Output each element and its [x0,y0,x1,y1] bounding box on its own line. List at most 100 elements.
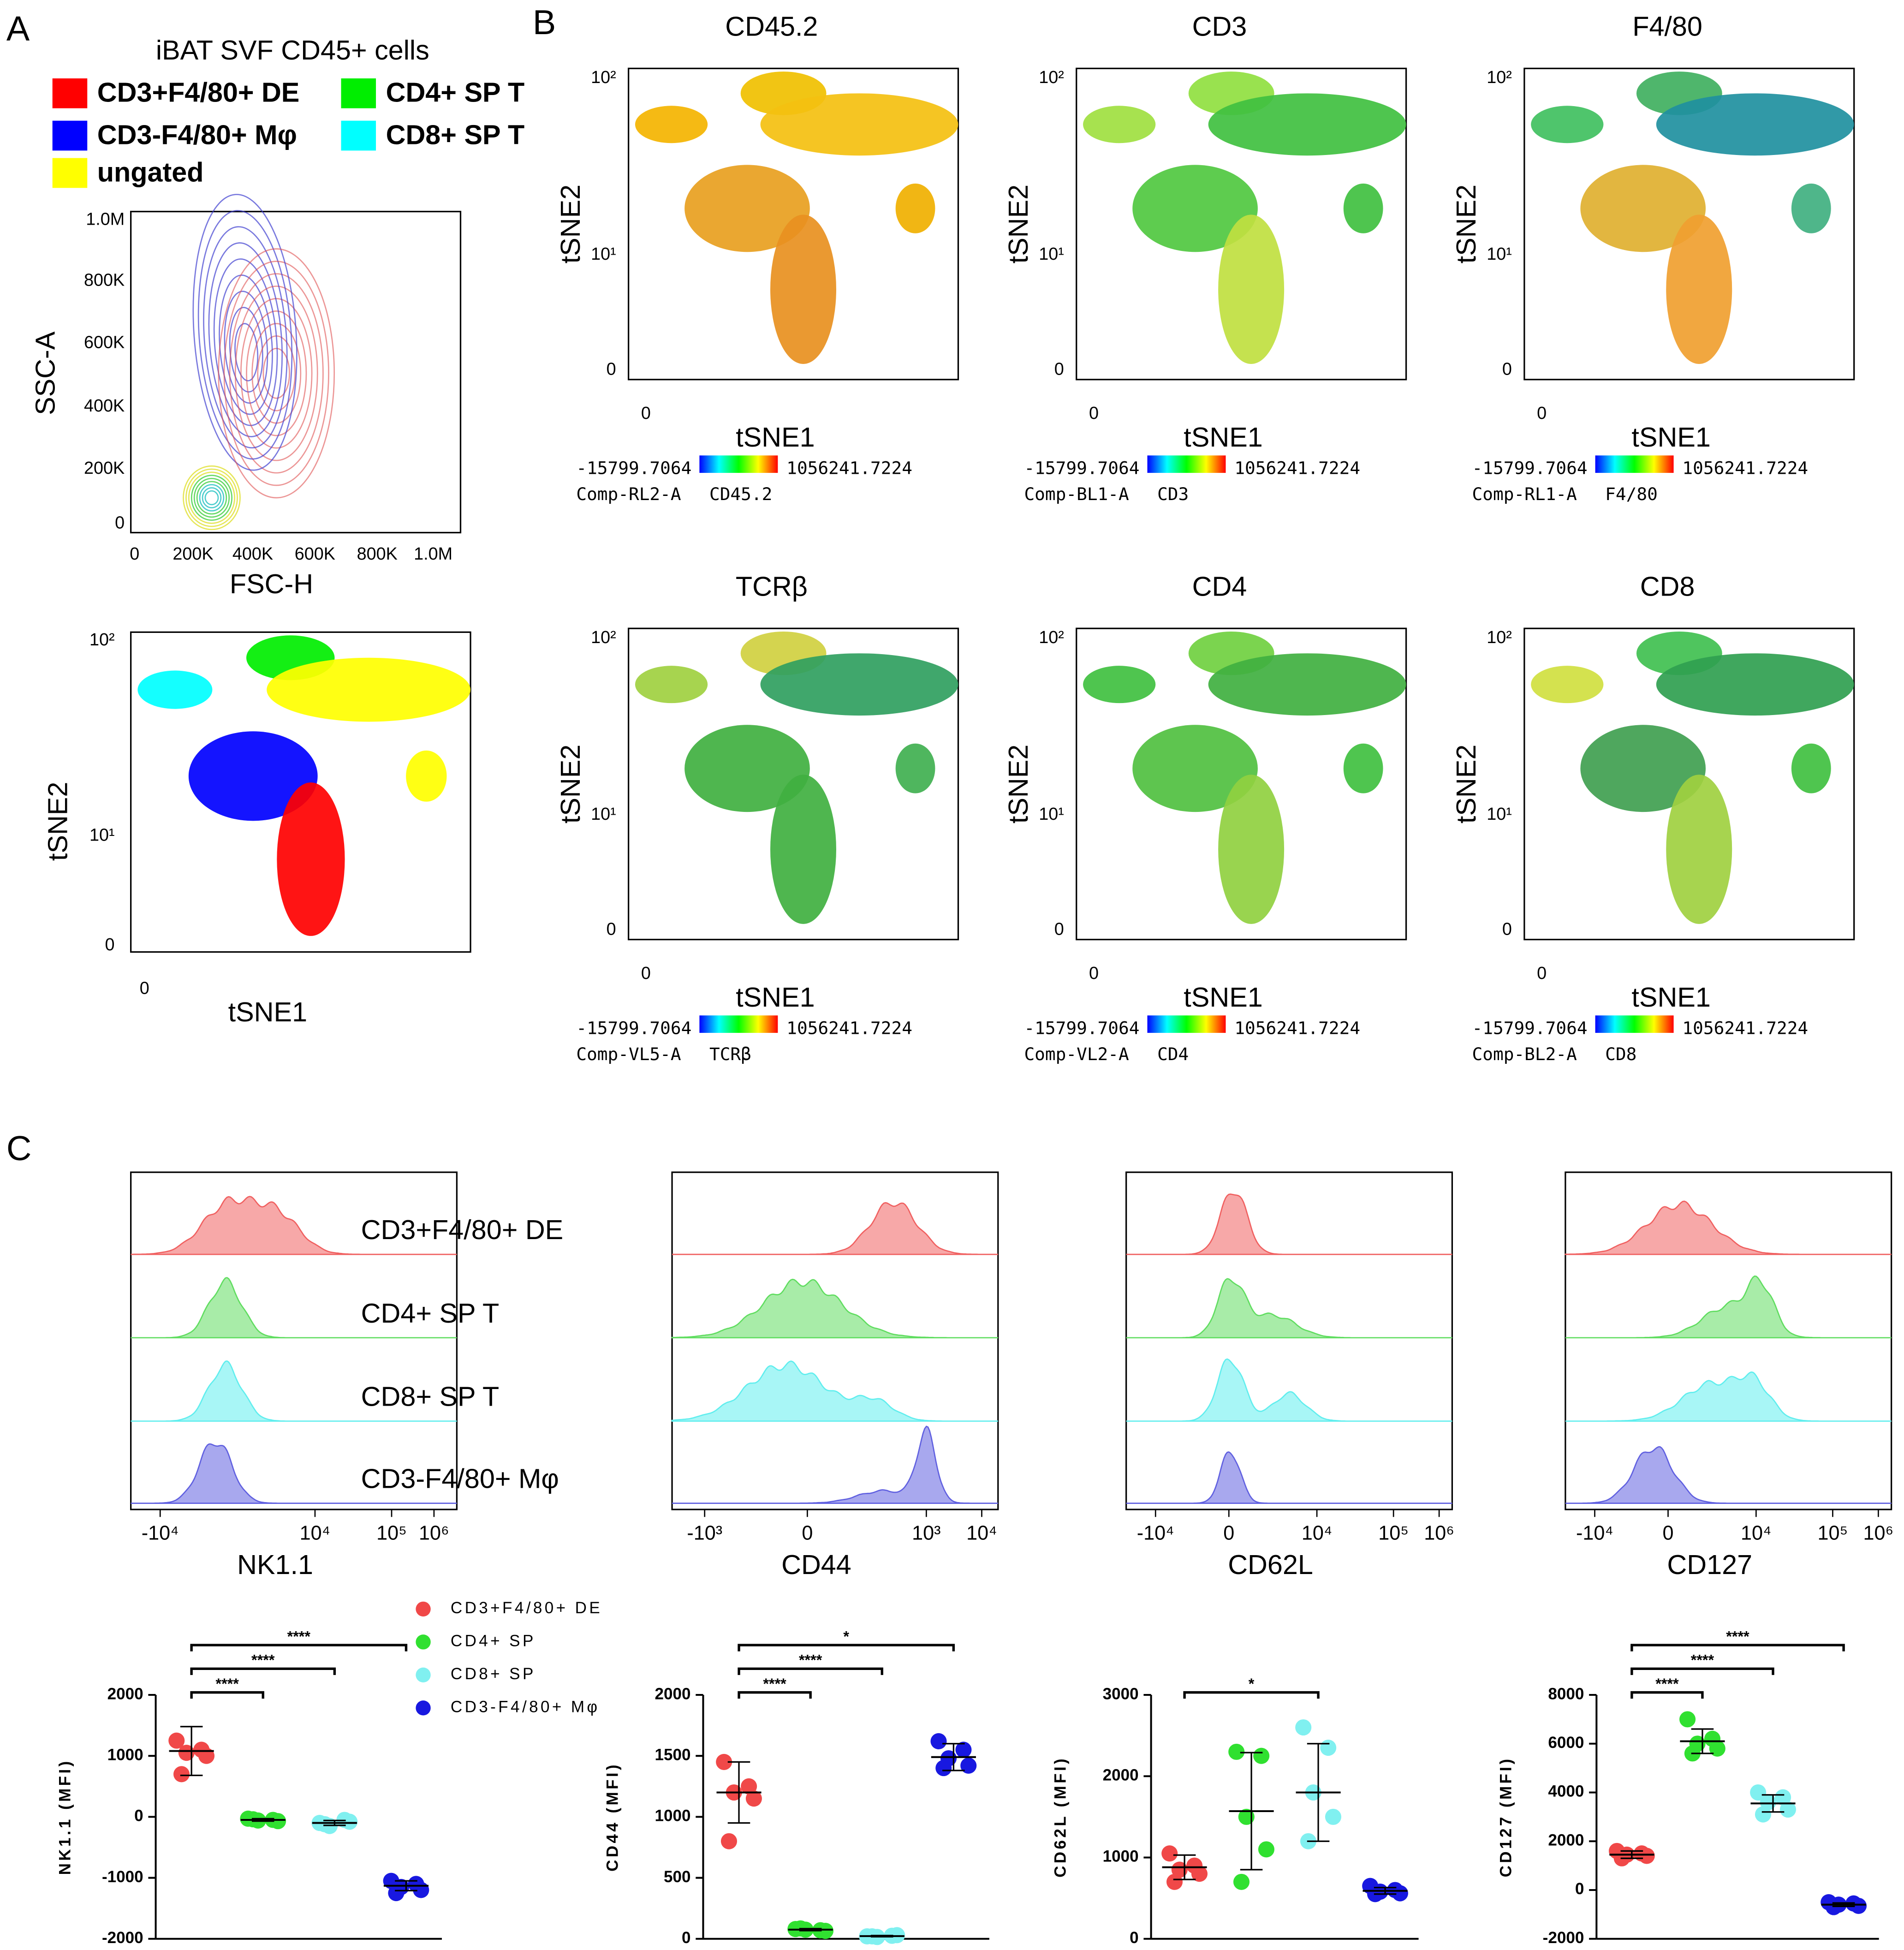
y-axis-label: CD44 (MFI) [604,1762,622,1872]
significance-label: **** [1655,1676,1679,1692]
significance-label: **** [763,1676,786,1692]
error-bar [395,1880,417,1891]
cell-cluster [1531,666,1604,704]
y-tick-label: 600K [84,333,125,352]
cell-cluster [1791,743,1831,793]
legend-swatch [52,78,88,108]
x-axis-label: CD127 [1667,1549,1752,1580]
y-tick-label: -1000 [102,1868,143,1886]
plot-frame [1125,1171,1453,1510]
y-axis-label: tSNE2 [1003,185,1034,263]
contour [190,475,233,521]
y-tick-label: 10² [1487,628,1512,647]
error-bar [870,1934,893,1938]
x-tick-label: 0 [1537,964,1547,983]
legend-label: CD3+F4/80+ DE [97,77,300,108]
significance-bracket [190,1644,408,1652]
cell-cluster [1791,183,1831,233]
colorbar-max: 1056241.7224 [786,458,912,478]
y-tick-label: 6000 [1548,1734,1584,1752]
x-tick-label: 10⁵ [376,1522,407,1544]
y-tick-label: 4000 [1548,1783,1584,1801]
y-tick-label: 1000 [655,1807,691,1825]
contour [199,484,225,512]
y-tick-label: 10¹ [1487,805,1512,824]
legend-marker [416,1667,431,1683]
histogram [131,1196,457,1255]
y-tick-label: 10² [1039,628,1064,647]
y-tick-label: 10¹ [89,826,115,845]
colorbar [699,1015,778,1033]
y-tick-label: 2000 [1548,1831,1584,1849]
y-tick-label: -2000 [102,1929,143,1947]
data-point [960,1757,977,1774]
data-point [716,1753,732,1770]
cell-cluster [406,750,447,802]
y-tick-label: 400K [84,396,125,416]
colorbar-min: -15799.7064 [1472,458,1588,478]
y-tick-label: 0 [607,919,616,939]
histogram [671,1278,998,1339]
contour [185,468,238,527]
y-tick-label: 2000 [1103,1766,1139,1784]
legend-swatch [52,158,88,188]
colorbar-max: 1056241.7224 [1682,1018,1808,1038]
data-point [1238,1808,1255,1825]
legend-label: CD4+ SP T [386,77,525,108]
legend-label: ungated [97,156,204,187]
plot-title: F4/80 [1632,11,1702,42]
colorbar [1147,455,1226,473]
significance-label: **** [1691,1652,1714,1669]
legend-swatch [52,120,88,151]
colorbar-min: -15799.7064 [1024,1018,1139,1038]
panel-letter: C [6,1129,32,1168]
y-axis-label: tSNE2 [1451,185,1482,263]
y-tick-label: -2000 [1543,1929,1584,1947]
colorbar [1595,1015,1674,1033]
plot-frame [1565,1171,1892,1510]
histogram [1565,1200,1892,1255]
plot-frame [628,627,959,941]
data-point [316,1816,333,1832]
y-axis-label: tSNE2 [1451,745,1482,823]
data-point [1191,1866,1208,1882]
plot-frame [130,1171,458,1510]
x-tick-label: 10³ [912,1522,940,1544]
data-point [720,1833,738,1849]
significance-bracket [1630,1691,1704,1699]
data-point [1779,1801,1796,1818]
legend-marker [416,1634,431,1650]
cell-cluster [895,183,935,233]
data-point [1258,1841,1274,1858]
error-bar [727,1761,750,1824]
histogram [1126,1451,1452,1504]
y-axis-label: tSNE2 [555,745,586,823]
histogram [672,1425,998,1504]
y-tick-label: 1.0M [86,209,125,229]
data-point [1228,1743,1245,1760]
data-point [270,1813,286,1830]
y-tick-label: 2000 [655,1685,691,1703]
y-tick-label: 10² [1039,68,1064,87]
data-point [745,1790,762,1807]
data-point [178,1745,195,1761]
data-point [1750,1784,1767,1801]
y-axis-label: CD62L (MFI) [1052,1756,1070,1878]
x-axis-label: NK1.1 [237,1549,313,1580]
x-axis-label: tSNE1 [1184,422,1262,453]
marker-label: F4/80 [1605,484,1658,504]
y-tick-label: 10¹ [591,805,616,824]
x-tick-label: 10⁶ [419,1522,449,1544]
significance-label: **** [216,1676,239,1692]
data-point [173,1766,190,1783]
histogram [131,1277,457,1339]
histogram [131,1443,457,1504]
data-point [817,1923,834,1939]
contour [197,210,293,460]
y-tick-label: 10² [1487,68,1512,87]
channel-label: Comp-RL1-A [1472,484,1577,504]
colorbar [1147,1015,1226,1033]
x-tick-label: 0 [641,964,651,983]
plot-title: TCRβ [736,571,808,602]
